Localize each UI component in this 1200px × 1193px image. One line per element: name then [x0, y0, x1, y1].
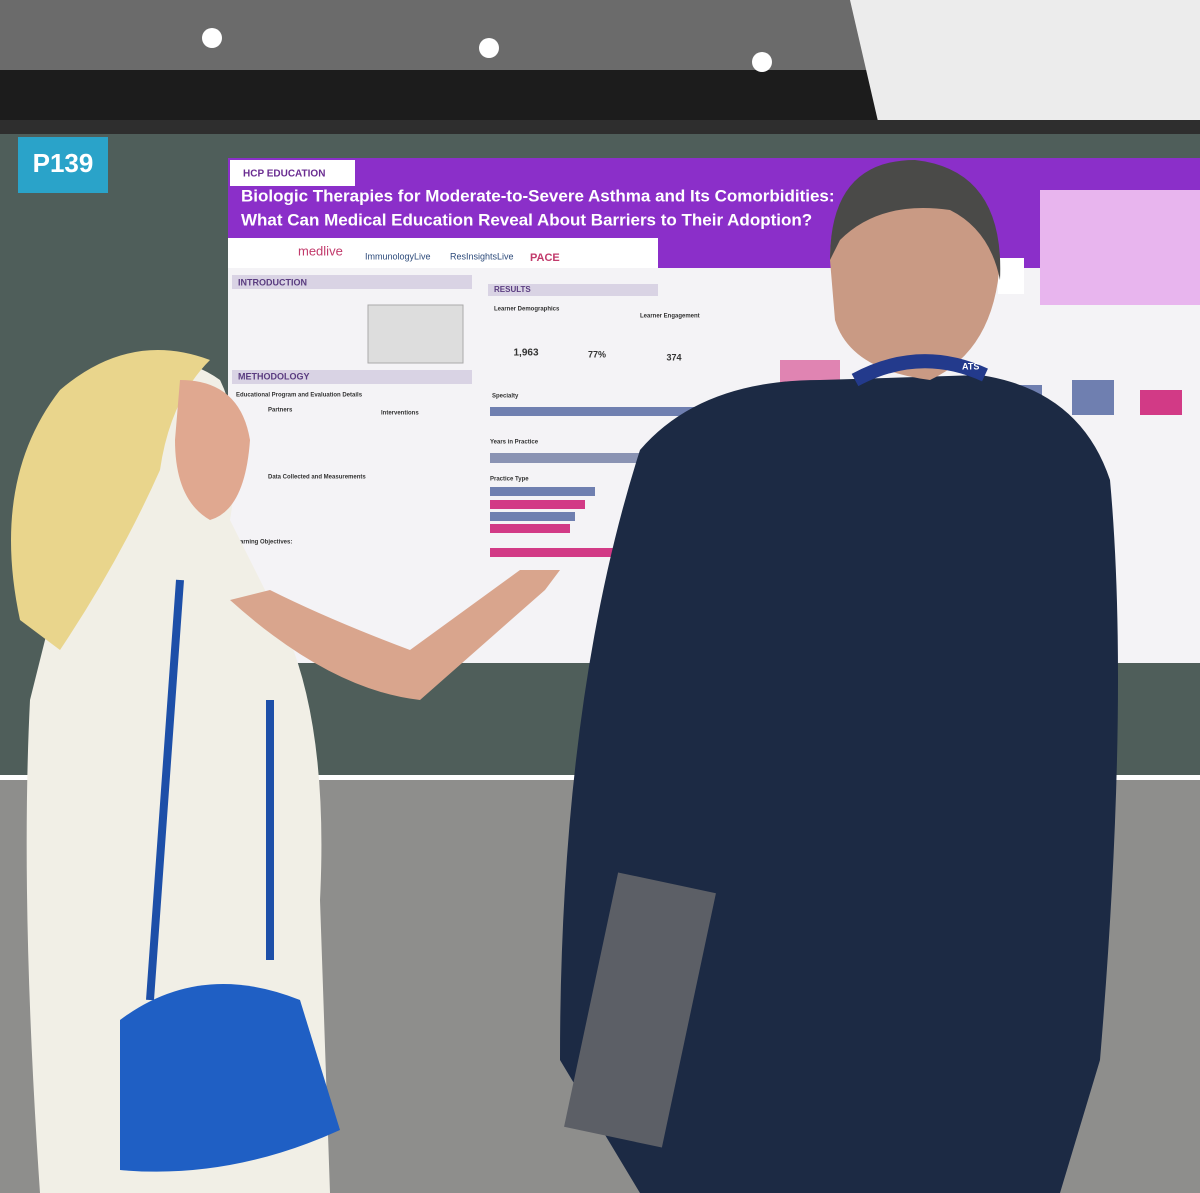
logo: ImmunologyLive [365, 251, 431, 261]
section-title: METHODOLOGY [238, 371, 310, 381]
poster-header: HCP EDUCATION [243, 169, 325, 180]
ceiling-light [202, 28, 222, 48]
bar-group [1072, 380, 1114, 415]
bar [490, 524, 570, 533]
poster-photo [1040, 190, 1200, 305]
section-bar [232, 275, 472, 289]
bag-strap [146, 579, 274, 1001]
subhead: Interventions [381, 411, 419, 417]
logo: ResInsightsLive [450, 251, 514, 261]
laptop-image [367, 304, 464, 364]
lanyard [851, 354, 988, 387]
board-label-bg [18, 137, 108, 193]
stat: 374 [666, 352, 681, 362]
ceiling-light [479, 38, 499, 58]
man-head [830, 165, 1000, 380]
section-bar [232, 370, 472, 384]
board-frame [0, 120, 1200, 134]
subhead: Practice Type [490, 477, 529, 483]
poster-title: What Can Medical Education Reveal About … [241, 210, 812, 229]
stat: 1,963 [513, 348, 538, 359]
ceiling-light [752, 52, 772, 72]
subhead: Specialty [492, 394, 519, 400]
poster-title: Biologic Therapies for Moderate-to-Sever… [241, 186, 835, 205]
bar [490, 548, 620, 557]
subhead: Learner Engagement [640, 314, 700, 320]
logo: PACE [530, 252, 560, 264]
bar [490, 487, 595, 496]
subhead: Years in Practice [490, 440, 539, 446]
subhead: Partners [268, 408, 293, 414]
subhead: Learning Objectives: [233, 540, 292, 546]
woman-arm [230, 570, 560, 700]
woman-face [175, 380, 250, 520]
bar [490, 500, 585, 509]
header-tab [230, 160, 355, 186]
bar-group [1140, 390, 1182, 415]
section-title: RESULTS [494, 285, 531, 294]
section-title: INTRODUCTION [238, 277, 307, 287]
bar [490, 453, 700, 463]
man-hair [830, 160, 1001, 280]
woman-hair [11, 350, 210, 650]
bar [490, 407, 750, 416]
logo-strip [228, 238, 658, 268]
man-jacket [560, 375, 1118, 1193]
subhead: Learner Demographics [494, 307, 560, 313]
laptop [564, 872, 716, 1148]
handbag [120, 984, 340, 1172]
logo: medlive [298, 243, 343, 258]
badge-text: ATS [962, 361, 979, 371]
stat: 77% [588, 349, 606, 359]
ceiling-structure [850, 0, 1200, 140]
section-bar [488, 284, 658, 296]
subhead: Data Collected and Measurements [268, 475, 366, 481]
qr-code [998, 258, 1024, 294]
board-label: P139 [33, 148, 94, 178]
bar [490, 512, 575, 521]
subhead: Educational Program and Evaluation Detai… [236, 393, 363, 399]
